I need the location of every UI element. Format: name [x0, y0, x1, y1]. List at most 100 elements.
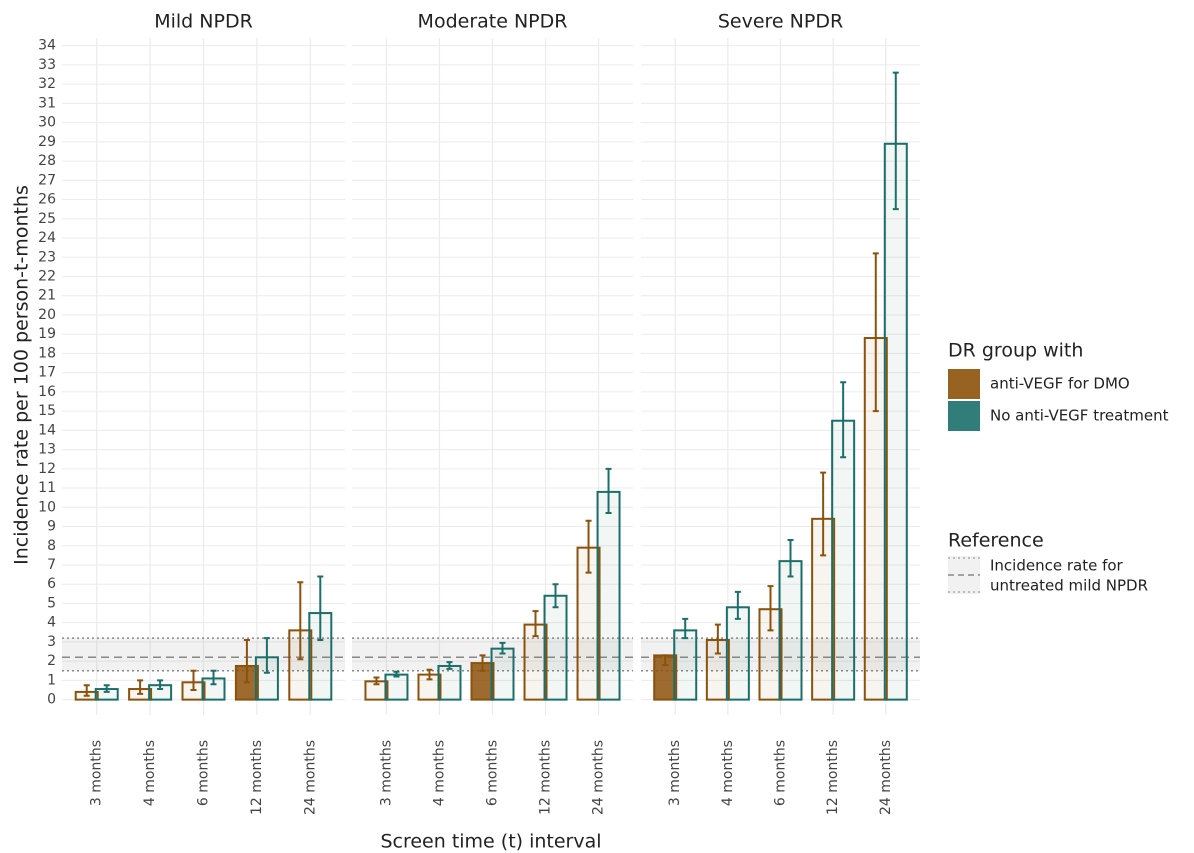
y-tick-label: 30 [38, 115, 56, 131]
legend-key [948, 401, 980, 431]
bar [725, 606, 750, 701]
y-tick-label: 24 [38, 230, 56, 246]
x-tick-label: 6 months [196, 740, 212, 806]
y-tick-label: 34 [38, 38, 56, 54]
x-tick-label: 3 months [667, 740, 683, 806]
y-tick-label: 11 [38, 480, 56, 496]
x-axis-label: Screen time (t) interval [380, 831, 601, 853]
y-tick-label: 18 [38, 345, 56, 361]
y-tick-label: 22 [38, 268, 56, 284]
y-tick-label: 2 [47, 653, 56, 669]
legend-title: DR group with [948, 340, 1083, 362]
x-tick-label: 6 months [773, 740, 789, 806]
error-bar [103, 684, 110, 693]
y-tick-label: 23 [38, 249, 56, 265]
panel-title: Mild NPDR [154, 11, 253, 33]
error-bar [767, 585, 774, 632]
y-tick-label: 25 [38, 211, 56, 227]
y-tick-label: 19 [38, 326, 56, 342]
x-tick-label: 24 months [302, 740, 318, 815]
error-bar [263, 637, 270, 674]
x-tick-label: 4 months [142, 740, 158, 806]
x-tick-label: 24 months [591, 740, 607, 815]
y-tick-label: 8 [47, 538, 56, 554]
x-tick-label: 4 months [720, 740, 736, 806]
error-bar [297, 581, 304, 661]
error-bar [605, 467, 612, 515]
error-bar [734, 590, 741, 620]
reference-title: Reference [948, 530, 1044, 552]
y-tick-label: 9 [47, 519, 56, 535]
y-tick-label: 5 [47, 595, 56, 611]
legend-label: No anti-VEGF treatment [990, 407, 1169, 425]
bar [596, 490, 621, 701]
error-bar [662, 654, 669, 666]
bar [490, 647, 515, 701]
y-tick-label: 12 [38, 461, 56, 477]
y-tick-label: 4 [47, 615, 56, 631]
y-tick-label: 7 [47, 557, 56, 573]
y-tick-label: 20 [38, 307, 56, 323]
error-bar [479, 654, 486, 672]
legend-label: anti-VEGF for DMO [990, 375, 1130, 393]
error-bar [872, 252, 879, 413]
bar [778, 560, 803, 701]
x-tick-label: 24 months [878, 740, 894, 815]
error-bar [552, 583, 559, 609]
error-bar [317, 575, 324, 641]
y-tick-label: 31 [38, 95, 56, 111]
y-tick-label: 10 [38, 499, 56, 515]
x-tick-label: 12 months [538, 740, 554, 815]
error-bar [820, 471, 827, 557]
error-bar [532, 610, 539, 638]
bar [831, 419, 856, 701]
error-bar [892, 71, 899, 211]
x-tick-label: 6 months [485, 740, 501, 806]
error-bar [426, 668, 433, 681]
error-bar [243, 638, 250, 684]
y-tick-label: 16 [38, 384, 56, 400]
x-tick-label: 12 months [825, 740, 841, 815]
y-tick-label: 32 [38, 76, 56, 92]
error-bar [157, 679, 164, 691]
y-tick-label: 33 [38, 57, 56, 73]
y-tick-label: 14 [38, 422, 56, 438]
reference-label: Incidence rate for [990, 557, 1124, 575]
error-bar [787, 538, 794, 578]
y-tick-label: 3 [47, 634, 56, 650]
bar [883, 142, 908, 701]
bar [437, 664, 462, 701]
error-bar [682, 617, 689, 640]
error-bar [499, 641, 506, 655]
error-bar [210, 669, 217, 686]
y-axis-label: Incidence rate per 100 person-t-months [11, 185, 33, 565]
bar [384, 673, 409, 701]
error-bar [840, 381, 847, 459]
reference-label: untreated mild NPDR [990, 577, 1148, 595]
y-tick-label: 17 [38, 365, 56, 381]
y-tick-label: 28 [38, 153, 56, 169]
error-bar [83, 684, 90, 697]
y-tick-label: 27 [38, 172, 56, 188]
y-tick-label: 21 [38, 288, 56, 304]
reference-band [62, 638, 345, 671]
y-tick-label: 15 [38, 403, 56, 419]
error-bar [393, 670, 400, 678]
error-bar [190, 669, 197, 691]
x-tick-label: 3 months [89, 740, 105, 806]
x-tick-label: 4 months [431, 740, 447, 806]
y-tick-label: 29 [38, 134, 56, 150]
error-bar [137, 679, 144, 695]
y-tick-label: 1 [47, 672, 56, 688]
legend-key [948, 369, 980, 399]
y-tick-label: 26 [38, 192, 56, 208]
error-bar [446, 661, 453, 670]
x-tick-label: 12 months [249, 740, 265, 815]
y-tick-label: 6 [47, 576, 56, 592]
x-tick-label: 3 months [378, 740, 394, 806]
panel-title: Moderate NPDR [418, 11, 568, 33]
bar [543, 594, 568, 701]
y-tick-label: 0 [47, 692, 56, 708]
error-bar [585, 519, 592, 574]
